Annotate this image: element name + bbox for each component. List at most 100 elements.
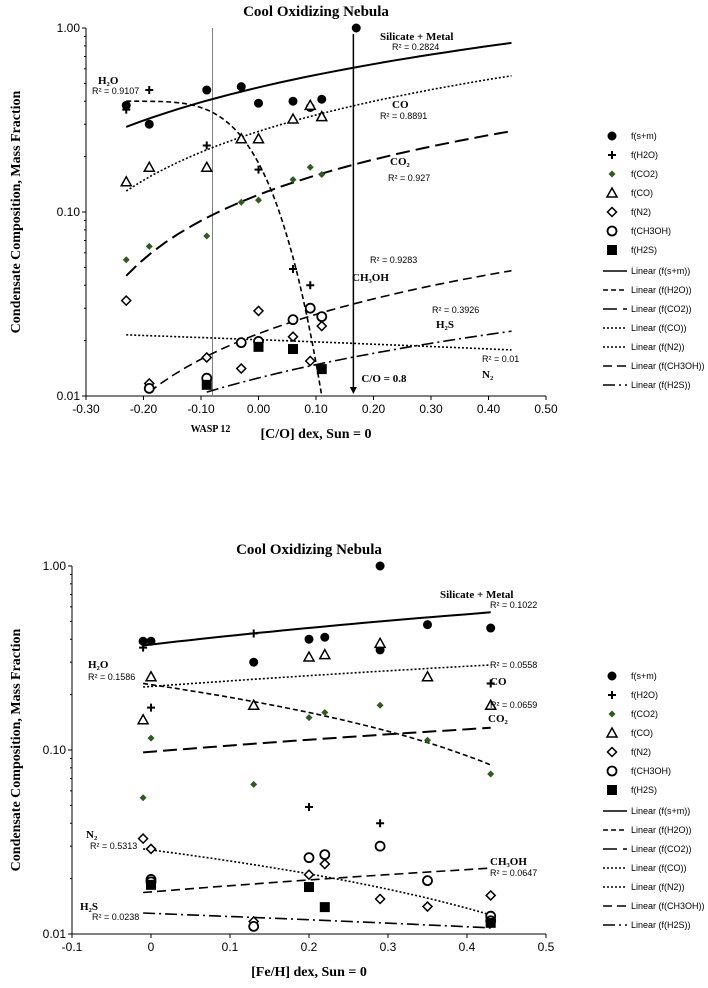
- x-tick-label: 0.20: [362, 402, 386, 416]
- x-tick-label: 0.1: [222, 940, 239, 954]
- data-point: [234, 132, 248, 144]
- data-point: [250, 780, 258, 788]
- y-tick-label: 0.01: [43, 927, 67, 941]
- legend-label: f(s+m): [631, 671, 657, 681]
- legend-label: f(s+m): [631, 131, 657, 141]
- data-point: [145, 843, 157, 855]
- legend-marker: [605, 186, 619, 198]
- data-point: [254, 165, 263, 174]
- data-point: [236, 82, 246, 92]
- co-ratio-label: C/O = 0.8: [361, 373, 407, 385]
- data-point: [286, 112, 300, 124]
- x-tick-label: 0: [148, 940, 155, 954]
- y-tick-label: 1.00: [43, 559, 67, 573]
- legend-marker: [607, 245, 617, 255]
- label-h2o: H₂O: [88, 659, 109, 671]
- label-ch3oh: CH₃OH: [352, 272, 389, 284]
- r2-co2: R² = 0.927: [388, 173, 430, 183]
- legend-label: f(CO): [631, 728, 653, 738]
- data-point: [304, 634, 314, 644]
- data-point: [321, 708, 329, 716]
- trendline-6: [143, 867, 491, 894]
- series-fco: [119, 98, 329, 187]
- data-point: [201, 379, 212, 390]
- data-point: [146, 879, 156, 890]
- series-fco2: [122, 163, 326, 264]
- data-point: [318, 170, 326, 178]
- data-point: [147, 734, 155, 742]
- data-point: [254, 98, 263, 108]
- r2-co2: R² = 0.0659: [490, 700, 537, 710]
- label-silicate-metal: Silicate + Metal: [440, 589, 513, 601]
- chart-title: Cool Oxidizing Nebula: [236, 542, 382, 558]
- co-ratio-arrow-icon: [349, 387, 357, 394]
- series-fco2: [139, 701, 495, 802]
- data-point: [119, 175, 133, 187]
- legend-marker: [608, 151, 616, 159]
- x-axis-label: [Fe/H] dex, Sun = 0: [251, 965, 367, 980]
- data-point: [304, 355, 316, 367]
- data-point: [316, 364, 327, 375]
- legend-label: f(N2): [631, 207, 651, 217]
- legend-marker: [606, 225, 618, 237]
- legend-label: f(CH3OH): [631, 766, 671, 776]
- data-point: [486, 623, 496, 633]
- data-point: [247, 698, 260, 711]
- series-fch3oh: [145, 840, 497, 932]
- label-h2s: H₂S: [436, 319, 454, 331]
- x-tick-label: 0.5: [538, 940, 555, 954]
- chart-title: Cool Oxidizing Nebula: [243, 4, 389, 20]
- data-point: [289, 265, 297, 274]
- trendline-3: [143, 726, 491, 754]
- data-point: [319, 902, 330, 913]
- label-h2s: H₂S: [80, 901, 98, 913]
- trendline-5: [142, 848, 491, 916]
- x-tick-label: -0.1: [62, 940, 83, 954]
- r2-n2: R² = 0.01: [482, 354, 519, 364]
- series-fs+m: [121, 23, 361, 129]
- data-point: [287, 314, 299, 326]
- x-axis-label: [C/O] dex, Sun = 0: [260, 427, 371, 442]
- data-point: [303, 98, 317, 111]
- label-n2: N₂: [482, 369, 494, 381]
- legend-label: Linear (f(s+m)): [631, 266, 690, 276]
- series-fn2: [137, 833, 497, 928]
- data-point: [306, 163, 314, 171]
- x-tick-label: 0.40: [477, 402, 501, 416]
- series-fn2: [120, 295, 328, 390]
- data-point: [319, 858, 331, 870]
- legend-label: f(CO2): [631, 709, 658, 719]
- y-tick-label: 1.00: [57, 21, 81, 35]
- r2-h2o: R² = 0.9107: [92, 86, 139, 96]
- trendline-7: [206, 330, 512, 393]
- data-point: [303, 852, 315, 864]
- r2-h2s: R² = 0.3926: [432, 305, 479, 315]
- x-tick-label: -0.10: [187, 402, 215, 416]
- legend-label: f(CH3OH): [631, 226, 671, 236]
- legend-label: f(CO2): [631, 169, 658, 179]
- data-point: [318, 648, 332, 660]
- data-point: [142, 160, 156, 173]
- legend: f(s+m) f(H2O) f(CO2) f(CO) f(N2) f(CH3OH) f(H2…: [603, 131, 705, 390]
- data-point: [200, 160, 214, 173]
- x-tick-label: 0.00: [247, 402, 271, 416]
- r2-ch3oh: R² = 0.0647: [490, 868, 537, 878]
- data-point: [252, 305, 265, 317]
- legend: f(s+m) f(H2O) f(CO2) f(CO) f(N2) f(CH3OH) f(H2…: [603, 671, 705, 930]
- series-fh2o: [139, 629, 495, 828]
- data-point: [143, 382, 155, 394]
- data-point: [255, 196, 262, 204]
- label-co: CO: [392, 99, 409, 111]
- legend-label: Linear (f(CO2)): [631, 304, 692, 314]
- data-point: [320, 632, 330, 642]
- data-point: [235, 337, 247, 349]
- data-point: [252, 132, 265, 144]
- data-point: [122, 105, 131, 114]
- legend-marker: [607, 131, 617, 141]
- data-point: [316, 311, 328, 323]
- legend-marker: [606, 746, 618, 758]
- y-axis-label: Condensate Composition, Mass Fraction: [9, 628, 24, 871]
- data-point: [485, 889, 497, 902]
- data-point: [287, 331, 299, 343]
